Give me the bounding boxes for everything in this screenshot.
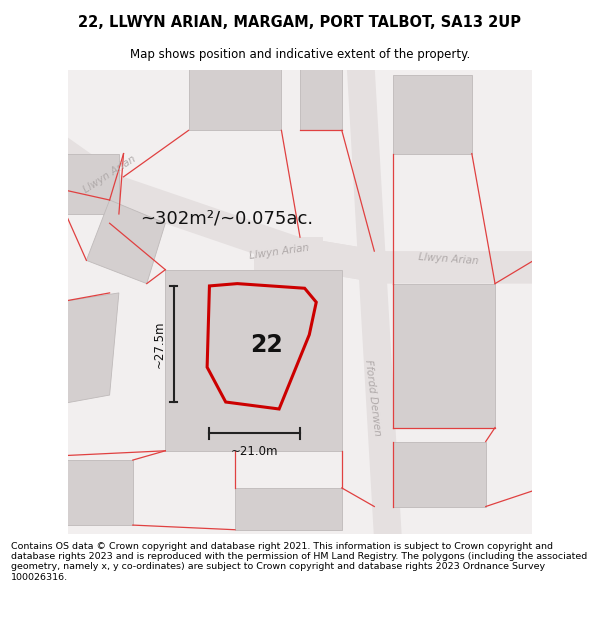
Polygon shape [300, 237, 556, 284]
Polygon shape [59, 293, 119, 404]
Polygon shape [300, 61, 342, 131]
Polygon shape [44, 121, 383, 284]
Polygon shape [59, 460, 133, 525]
Text: ~21.0m: ~21.0m [231, 445, 278, 458]
Text: Llwyn Arian: Llwyn Arian [248, 243, 310, 261]
Polygon shape [393, 284, 495, 428]
Text: Llwyn Arian: Llwyn Arian [418, 253, 479, 266]
Polygon shape [254, 237, 323, 269]
Text: Ffordd Derwen: Ffordd Derwen [363, 359, 382, 436]
Polygon shape [393, 441, 486, 506]
Polygon shape [393, 74, 472, 154]
Polygon shape [235, 488, 342, 530]
Polygon shape [86, 200, 166, 284]
Text: Llwyn Arian: Llwyn Arian [82, 154, 137, 195]
Polygon shape [188, 61, 281, 131]
Text: ~27.5m: ~27.5m [152, 320, 166, 368]
Text: Map shows position and indicative extent of the property.: Map shows position and indicative extent… [130, 48, 470, 61]
Text: 22: 22 [250, 333, 283, 357]
Polygon shape [59, 154, 119, 214]
Polygon shape [346, 61, 402, 544]
Text: 22, LLWYN ARIAN, MARGAM, PORT TALBOT, SA13 2UP: 22, LLWYN ARIAN, MARGAM, PORT TALBOT, SA… [79, 16, 521, 31]
Text: Contains OS data © Crown copyright and database right 2021. This information is : Contains OS data © Crown copyright and d… [11, 542, 587, 582]
Polygon shape [166, 269, 342, 451]
Text: ~302m²/~0.075ac.: ~302m²/~0.075ac. [140, 209, 313, 227]
